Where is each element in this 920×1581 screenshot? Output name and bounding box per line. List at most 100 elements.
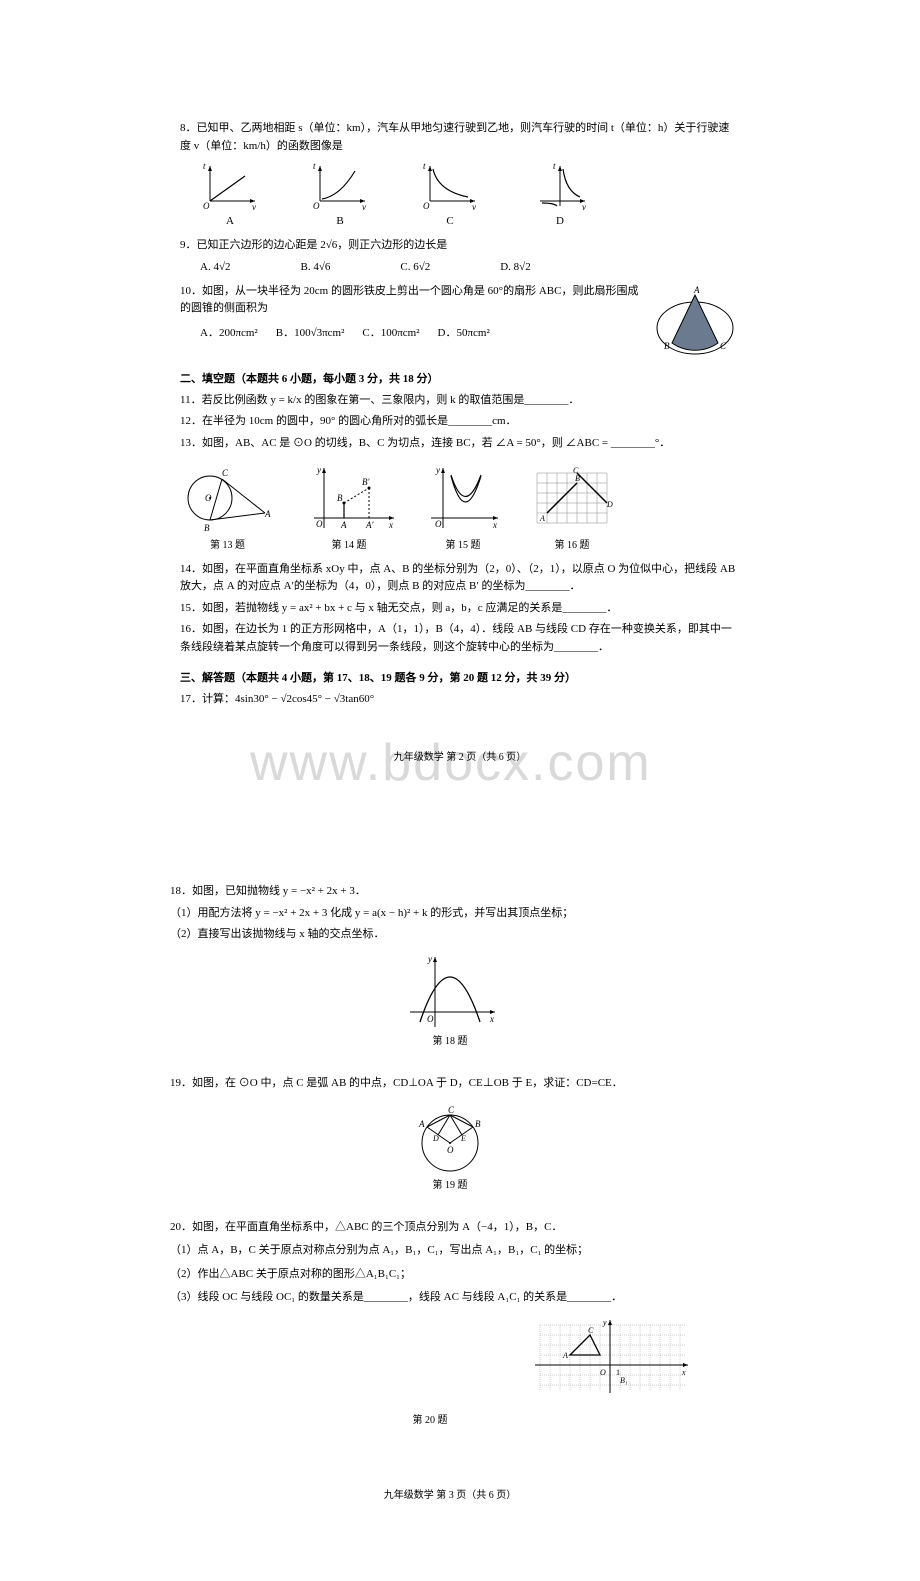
svg-text:x: x [489,1014,494,1024]
svg-text:x: x [388,520,393,530]
svg-text:v: v [472,202,476,211]
q11: 11．若反比例函数 y = k/x 的图象在第一、三象限内，则 k 的取值范围是… [180,392,740,410]
section2-header: 二、填空题（本题共 6 小题，每小题 3 分，共 18 分） [180,370,740,386]
svg-text:B: B [337,493,343,503]
q8-option-c: t v O C [420,161,480,227]
q18-line2: （1）用配方法将 y = −x² + 2x + 3 化成 y = a(x − h… [170,905,730,923]
q8-option-a: t v O A [200,161,260,227]
fig13: O A B C 第 13 题 [180,463,275,551]
svg-text:x: x [492,520,497,530]
svg-text:B: B [664,341,670,351]
svg-text:t: t [553,161,556,171]
svg-text:v: v [252,202,256,211]
q8-graph-b: t v O [310,161,370,211]
fig15: O y x 第 15 题 [423,463,503,551]
svg-text:B₁: B₁ [620,1376,628,1385]
page3-footer: 九年级数学 第 3 页（共 6 页） [170,1486,730,1501]
q15: 15．如图，若抛物线 y = ax² + bx + c 与 x 轴无交点，则 a… [180,600,740,618]
svg-text:C: C [573,466,579,475]
svg-text:D: D [606,500,613,509]
svg-text:v: v [582,202,586,211]
q10-figure: A B C [650,283,740,358]
svg-text:A': A' [365,520,374,530]
q12: 12．在半径为 10cm 的圆中，90° 的圆心角所对的弧长是________c… [180,413,740,431]
q8-options: t v O A t v O B [200,161,740,227]
q13: 13．如图，AB、AC 是 ⊙O 的切线，B、C 为切点，连接 BC，若 ∠A … [180,435,740,453]
svg-text:x: x [681,1368,686,1377]
svg-text:B: B [575,474,580,483]
q8-label-a: A [226,215,234,227]
q20-caption: 第 20 题 [413,1411,448,1426]
q8-text: 8．已知甲、乙两地相距 s（单位：km），汽车从甲地匀速行驶到乙地，则汽车行驶的… [180,120,740,155]
q10-options: A．200πcm² B．100√3πcm² C．100πcm² D．50πcm² [200,324,640,340]
svg-text:A: A [340,520,347,530]
svg-text:O: O [435,519,442,529]
svg-text:O: O [447,1145,454,1155]
svg-text:y: y [427,954,432,964]
fig16-caption: 第 16 题 [555,536,590,551]
svg-text:y: y [316,465,321,475]
section3-header: 三、解答题（本题共 4 小题，第 17、18、19 题各 9 分，第 20 题 … [180,669,740,685]
q20-figure: A C O y x 1 B₁ 第 20 题 [170,1315,690,1426]
q9-options: A. 4√2 B. 4√6 C. 6√2 D. 8√2 [200,261,740,273]
q8-option-b: t v O B [310,161,370,227]
svg-text:A: A [418,1119,425,1129]
svg-text:O: O [313,201,320,211]
svg-text:y: y [602,1318,607,1327]
svg-text:t: t [203,161,206,171]
svg-text:C: C [222,468,229,478]
svg-text:C: C [448,1105,455,1115]
q8-graph-d: t v [530,161,590,211]
q19-figure: A B C D E O 第 19 题 [170,1101,730,1191]
svg-text:A: A [264,509,271,519]
svg-text:y: y [435,465,440,475]
page-3: 18．如图，已知抛物线 y = −x² + 2x + 3． （1）用配方法将 y… [0,843,920,1581]
svg-text:E: E [460,1134,466,1143]
fig14-caption: 第 14 题 [332,536,367,551]
fig16: A B C D 第 16 题 [527,463,617,551]
q20-line4: （3）线段 OC 与线段 OC₁ 的数量关系是________，线段 AC 与线… [170,1289,730,1307]
q18-line1: 18．如图，已知抛物线 y = −x² + 2x + 3． [170,883,730,901]
q10-d: D．50πcm² [438,324,490,340]
q8-graph-a: t v O [200,161,260,211]
svg-text:C: C [720,341,727,351]
q14: 14．如图，在平面直角坐标系 xOy 中，点 A、B 的坐标分别为（2，0）、（… [180,561,740,596]
figures-13-16: O A B C 第 13 题 [180,463,740,551]
q10-a: A．200πcm² [200,324,258,340]
svg-text:O: O [203,201,210,211]
svg-text:C: C [588,1326,594,1335]
q8-graph-c: t v O [420,161,480,211]
q8-label-b: B [336,215,343,227]
svg-text:t: t [313,161,316,171]
fig13-caption: 第 13 题 [210,536,245,551]
q18-figure: O y x 第 18 题 [170,952,730,1047]
q9-d: D. 8√2 [500,261,530,273]
q9-a: A. 4√2 [200,261,230,273]
q20-line3: （2）作出△ABC 关于原点对称的图形△A₁B₁C₁； [170,1266,730,1284]
svg-text:v: v [362,202,366,211]
q8-label-d: D [556,215,564,227]
q19-caption: 第 19 题 [433,1176,468,1191]
svg-text:O: O [427,1014,434,1024]
q19-text: 19．如图，在 ⊙O 中，点 C 是弧 AB 的中点，CD⊥OA 于 D，CE⊥… [170,1075,730,1093]
q9-text: 9．已知正六边形的边心距是 2√6，则正六边形的边长是 [180,237,740,255]
svg-text:O: O [423,201,430,211]
svg-text:O: O [316,519,323,529]
svg-text:B: B [475,1119,481,1129]
q9-b: B. 4√6 [300,261,330,273]
q17: 17．计算：4sin30° − √2cos45° − √3tan60° [180,691,740,709]
svg-text:B: B [204,523,210,533]
fig15-caption: 第 15 题 [446,536,481,551]
q20-line1: 20．如图，在平面直角坐标系中，△ABC 的三个顶点分别为 A（−4，1），B，… [170,1219,730,1237]
svg-text:O: O [600,1368,606,1377]
svg-text:A: A [693,285,700,295]
q18-caption: 第 18 题 [433,1032,468,1047]
svg-text:B': B' [362,477,370,487]
q18-line3: （2）直接写出该抛物线与 x 轴的交点坐标． [170,926,730,944]
q10-block: A B C 10．如图，从一块半径为 20cm 的圆形铁皮上剪出一个圆心角是 6… [180,283,740,358]
svg-text:A: A [539,514,545,523]
q16: 16．如图，在边长为 1 的正方形网格中，A（1，1），B（4，4）．线段 AB… [180,621,740,656]
page-2: 8．已知甲、乙两地相距 s（单位：km），汽车从甲地匀速行驶到乙地，则汽车行驶的… [0,0,920,843]
q10-c: C．100πcm² [362,324,419,340]
q8-option-d: t v D [530,161,590,227]
